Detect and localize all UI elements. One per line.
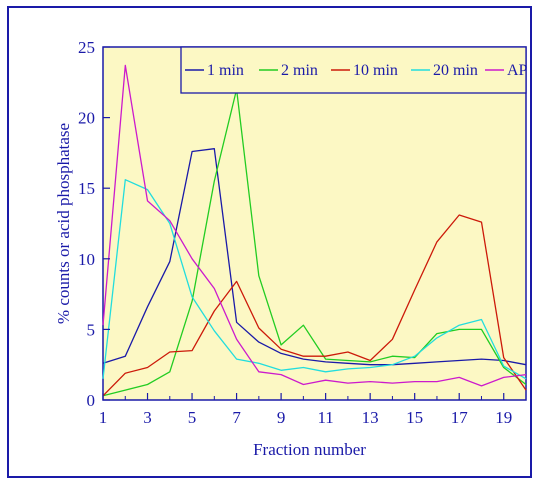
y-tick-label: 20 [78,109,95,128]
legend: 1 min 2 min 10 min 20 min AP [180,46,528,94]
legend-entry: AP [507,62,528,79]
x-tick-label: 3 [143,408,152,427]
series-line-4 [102,179,527,380]
y-tick-label: 5 [87,320,96,339]
x-tick-label: 7 [232,408,241,427]
x-tick-label: 11 [317,408,333,427]
legend-entry: 10 min [353,62,398,79]
legend-entry: 1 min [207,62,244,79]
x-axis-title: Fraction number [253,440,366,459]
y-axis-title: % counts or acid phosphatase [54,123,73,324]
y-tick-label: 10 [78,250,95,269]
x-tick-label: 1 [99,408,108,427]
x-tick-label: 19 [495,408,512,427]
series-lines [102,64,527,397]
x-tick-label: 15 [406,408,423,427]
x-tick-label: 5 [188,408,197,427]
series-line-1 [102,148,527,366]
x-tick-label: 13 [362,408,379,427]
series-line-5 [102,64,527,387]
plot-area [102,46,527,401]
y-tick-label: 15 [78,179,95,198]
y-tick-label: 0 [87,391,96,410]
y-tick-label: 25 [78,38,95,57]
legend-box [180,46,527,94]
x-tick-label: 17 [451,408,469,427]
series-line-2 [102,88,527,397]
legend-entry: 2 min [281,62,318,79]
legend-entry: 20 min [433,62,478,79]
series-line-3 [102,214,527,397]
x-tick-label: 9 [277,408,286,427]
